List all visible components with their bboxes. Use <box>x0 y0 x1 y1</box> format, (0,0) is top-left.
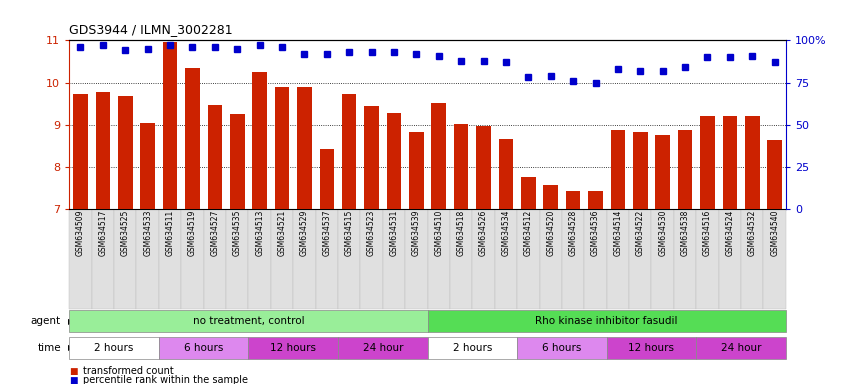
Bar <box>655 134 669 209</box>
Text: 2 hours: 2 hours <box>95 343 133 353</box>
Bar <box>163 43 177 209</box>
Bar <box>587 191 602 209</box>
Text: ▶: ▶ <box>68 316 74 326</box>
Bar <box>408 132 423 209</box>
Text: 24 hour: 24 hour <box>720 343 760 353</box>
Bar <box>140 123 154 209</box>
Bar <box>95 92 110 209</box>
Text: no treatment, control: no treatment, control <box>192 316 304 326</box>
Text: ▶: ▶ <box>68 343 74 353</box>
Bar <box>565 191 580 209</box>
Bar <box>722 116 736 209</box>
Text: agent: agent <box>30 316 61 326</box>
Bar <box>700 116 714 209</box>
Bar <box>230 114 244 209</box>
Bar <box>453 124 468 209</box>
Text: 12 hours: 12 hours <box>628 343 674 353</box>
Bar <box>297 87 311 209</box>
Text: GDS3944 / ILMN_3002281: GDS3944 / ILMN_3002281 <box>69 23 233 36</box>
Bar <box>476 126 490 209</box>
Bar <box>498 139 512 209</box>
Bar <box>252 72 267 209</box>
Text: 24 hour: 24 hour <box>362 343 403 353</box>
Bar <box>431 103 446 209</box>
Bar <box>766 140 781 209</box>
Text: percentile rank within the sample: percentile rank within the sample <box>83 375 247 384</box>
Bar <box>543 185 557 209</box>
Text: ■: ■ <box>69 376 78 384</box>
Bar <box>274 87 289 209</box>
Text: 2 hours: 2 hours <box>452 343 491 353</box>
Bar <box>73 94 88 209</box>
Bar <box>208 104 222 209</box>
Bar <box>610 130 625 209</box>
Bar <box>342 94 356 209</box>
Text: transformed count: transformed count <box>83 366 173 376</box>
Bar <box>387 113 401 209</box>
Text: 12 hours: 12 hours <box>270 343 316 353</box>
Text: ■: ■ <box>69 367 78 376</box>
Bar <box>744 116 759 209</box>
Bar <box>364 106 378 209</box>
Bar <box>319 149 333 209</box>
Text: 6 hours: 6 hours <box>542 343 581 353</box>
Text: time: time <box>37 343 61 353</box>
Bar <box>185 68 199 209</box>
Text: Rho kinase inhibitor fasudil: Rho kinase inhibitor fasudil <box>535 316 677 326</box>
Bar <box>118 96 133 209</box>
Bar <box>521 177 535 209</box>
Bar <box>677 130 691 209</box>
Text: 6 hours: 6 hours <box>184 343 223 353</box>
Bar <box>632 132 647 209</box>
